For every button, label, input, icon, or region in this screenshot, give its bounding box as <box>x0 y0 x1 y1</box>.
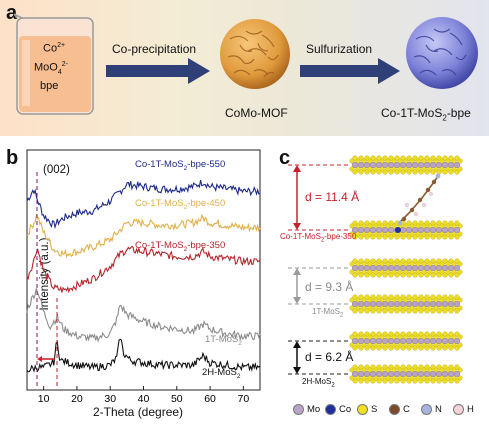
panel-b-letter: b <box>6 147 19 169</box>
x-tick-label: 40 <box>138 393 150 405</box>
legend-swatch <box>389 404 400 415</box>
x-axis-label: 2-Theta (degree) <box>93 405 184 419</box>
x-tick-label: 50 <box>171 393 183 405</box>
legend-label: H <box>467 404 474 415</box>
structure-label-1t: 1T-MoS2 <box>312 307 344 319</box>
structure-label-bpe: Co-1T-MoS2-bpe-350 <box>280 232 357 244</box>
legend-swatch <box>453 404 464 415</box>
step1-label: Co-precipitation <box>112 42 197 56</box>
panel-a-letter: a <box>6 2 18 24</box>
arrow-right-icon <box>300 58 400 84</box>
spacing-label-1t: d = 9.3 Å <box>305 280 354 294</box>
product-label: Co-1T-MoS2-bpe <box>381 106 471 123</box>
legend-label: N <box>435 404 442 415</box>
legend-label: S <box>371 404 378 415</box>
series-label: Co-1T-MoS2-bpe-550 <box>135 159 226 172</box>
beaker-line-2: MoO42- <box>34 61 68 76</box>
xrd-series-line <box>26 245 261 294</box>
x-tick-label: 60 <box>204 393 216 405</box>
x-tick-label: 10 <box>38 393 50 405</box>
x-tick-label: 30 <box>104 393 116 405</box>
step2-label: Sulfurization <box>306 42 373 56</box>
beaker-line-3: bpe <box>40 80 59 92</box>
legend-entry: N <box>421 404 442 415</box>
beaker-line-1: Co2+ <box>43 42 66 55</box>
series-label: 1T-MoS2 <box>205 334 242 347</box>
beaker <box>13 13 94 115</box>
legend-label: C <box>403 404 410 415</box>
mof-sphere <box>220 19 290 89</box>
structure-2h <box>288 332 462 384</box>
legend-label: Co <box>339 404 352 415</box>
xrd-series-line <box>26 338 261 373</box>
xrd-series-line <box>26 179 261 230</box>
legend-swatch <box>357 404 368 415</box>
x-tick-label: 70 <box>238 393 250 405</box>
structure-bpe <box>288 156 462 240</box>
shift-arrow <box>37 356 55 362</box>
xrd-series-line <box>26 213 261 259</box>
structure-1t <box>288 259 462 314</box>
mof-label: CoMo-MOF <box>225 106 288 120</box>
legend-swatch <box>421 404 432 415</box>
series-label: Co-1T-MoS2-bpe-350 <box>135 240 226 253</box>
spacing-label-bpe: d = 11.4 Å <box>305 190 360 204</box>
sulfide-sphere <box>406 17 478 89</box>
panel-c-letter: c <box>279 147 291 169</box>
legend-entry: S <box>357 404 377 415</box>
legend-entry: Mo <box>293 404 320 415</box>
legend-entry: Co <box>325 404 351 415</box>
legend-entry: C <box>389 404 410 415</box>
legend-swatch <box>325 404 336 415</box>
xrd-series-line <box>26 288 261 343</box>
structure-label-2h: 2H-MoS2 <box>302 377 335 389</box>
legend-label: Mo <box>307 404 321 415</box>
x-tick-label: 20 <box>71 393 83 405</box>
panel-a: a Co2+ MoO42- bpe Co-precipitation <box>0 0 489 136</box>
peak-002-label: (002) <box>43 164 70 176</box>
legend-entry: H <box>453 404 474 415</box>
atom-legend: Mo Co S C N H <box>293 404 483 420</box>
series-label: Co-1T-MoS2-bpe-450 <box>135 198 226 211</box>
arrow-right-icon <box>106 58 210 84</box>
spacing-label-2h: d = 6.2 Å <box>305 350 354 364</box>
series-label: 2H-MoS2 <box>202 367 241 380</box>
legend-swatch <box>293 404 304 415</box>
